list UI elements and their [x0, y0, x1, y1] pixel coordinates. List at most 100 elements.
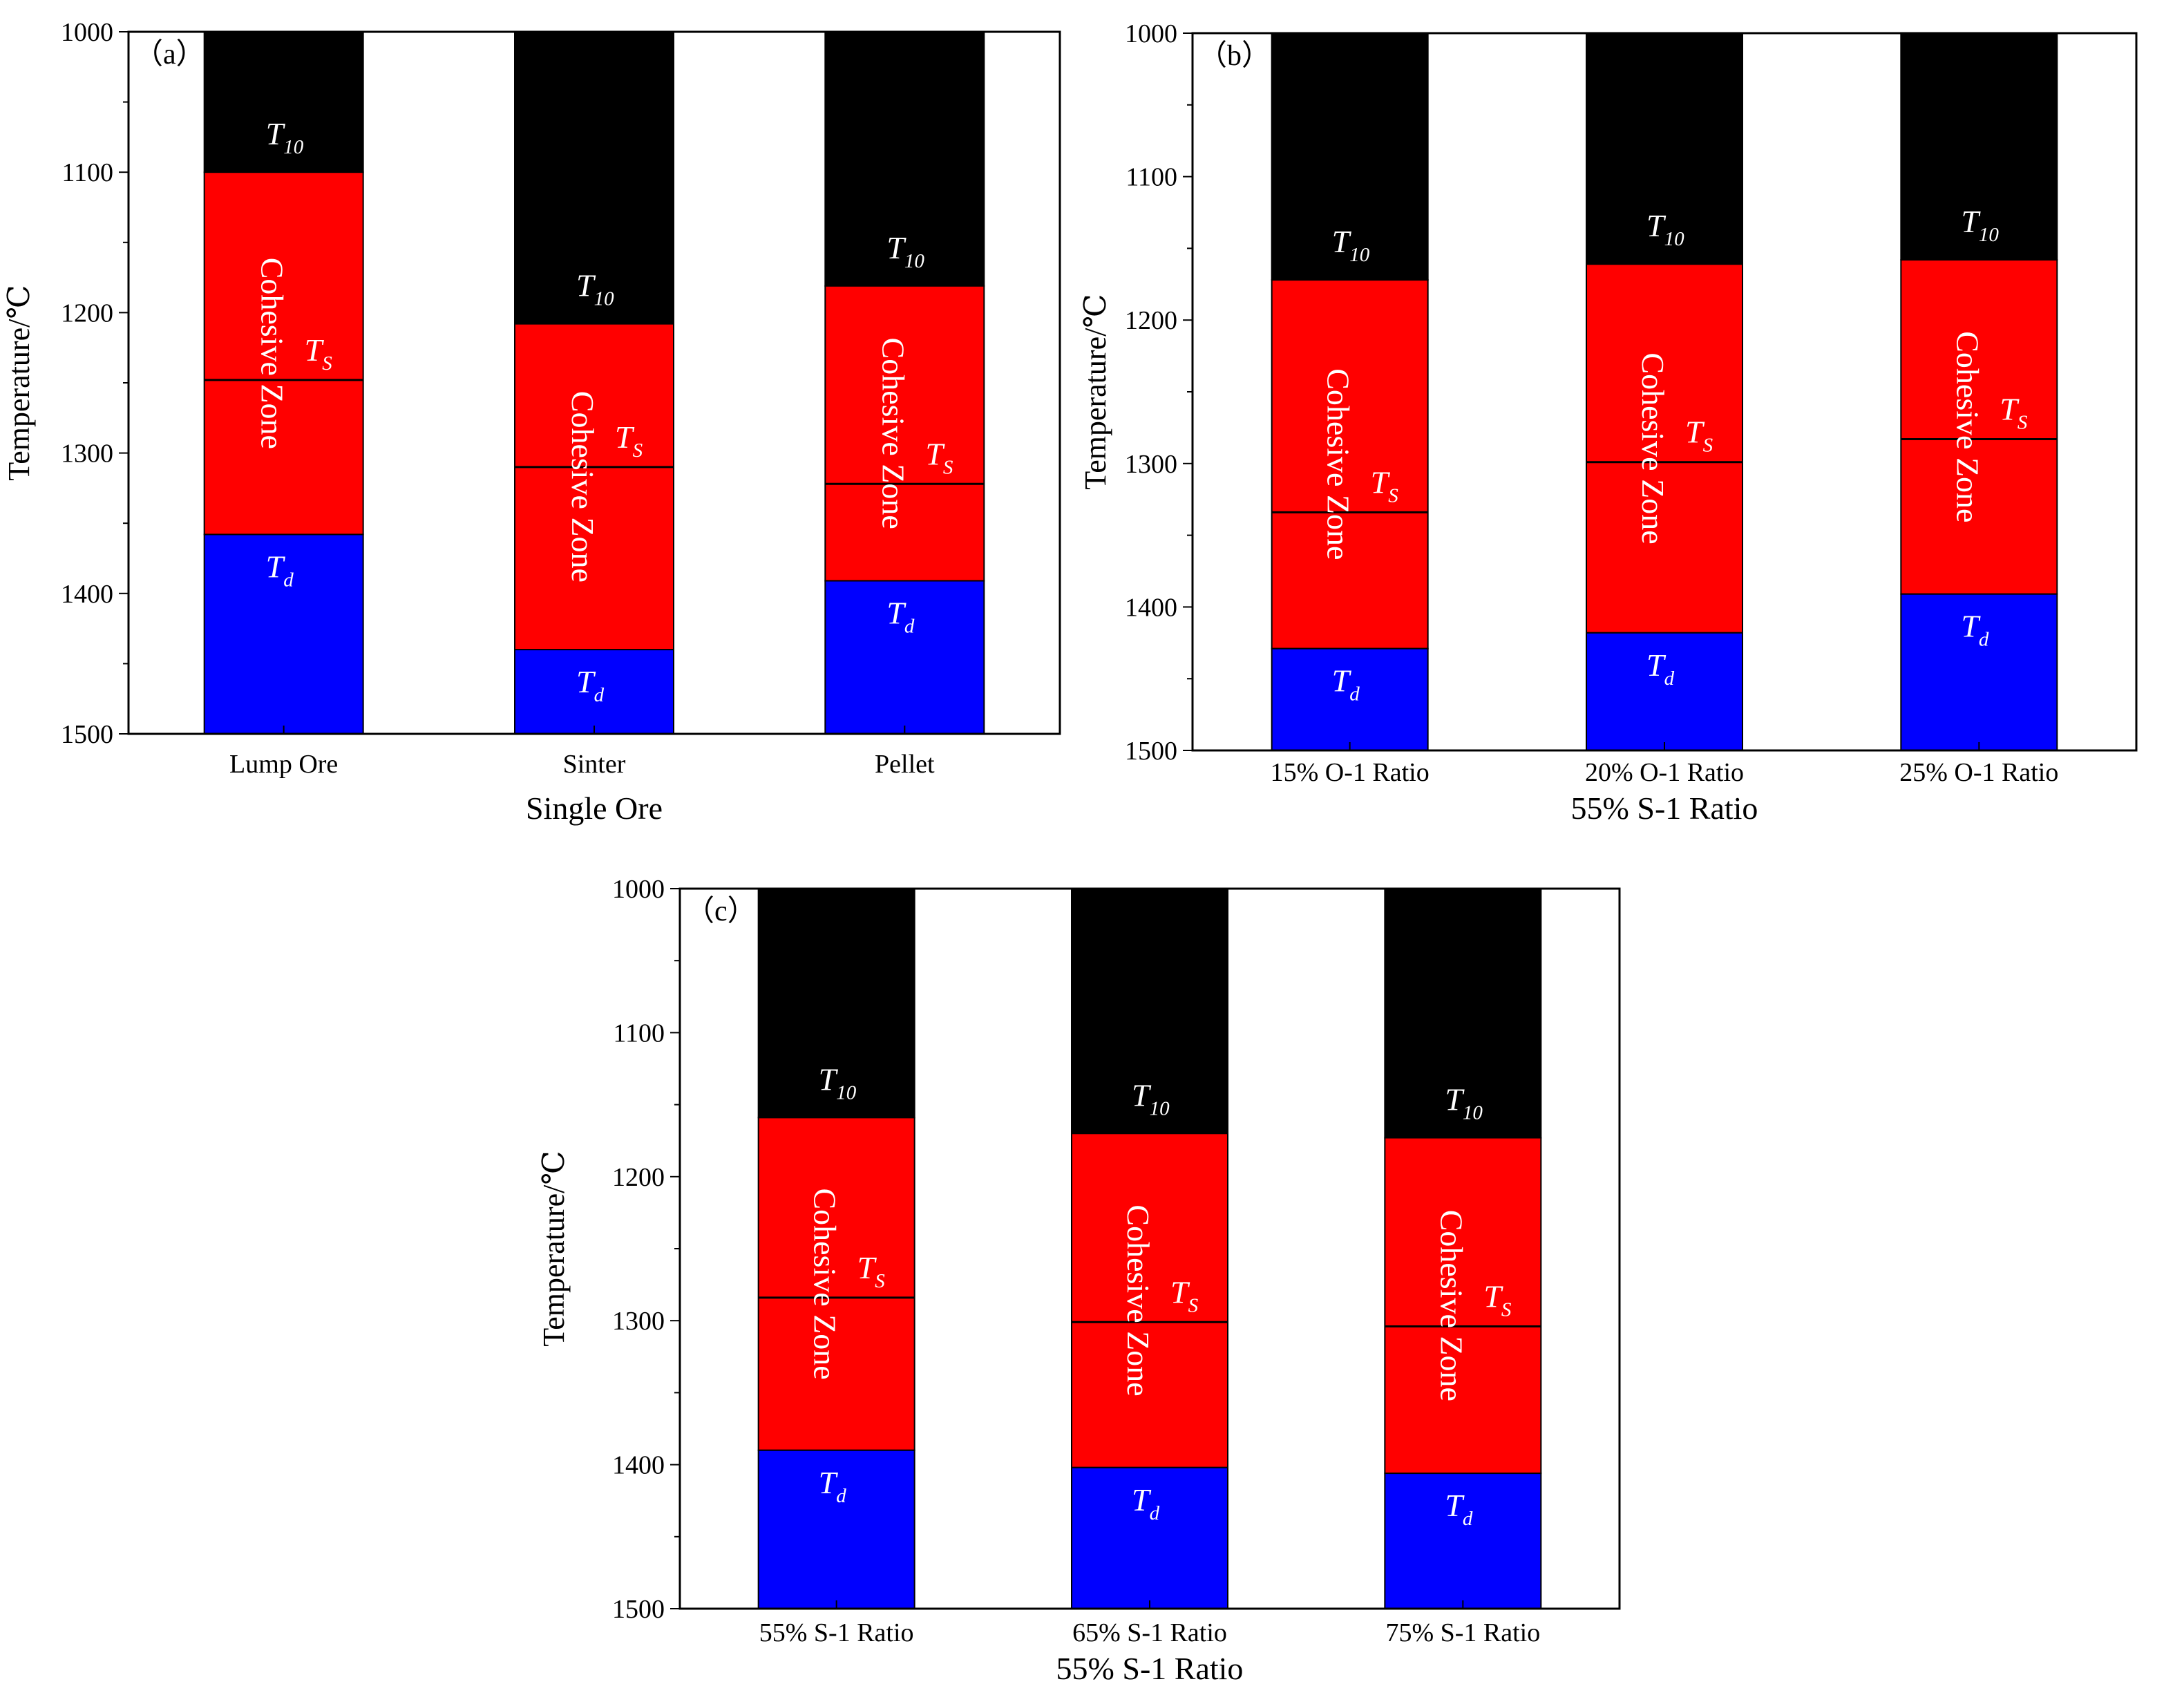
bar-segment-cohesive-zone — [757, 1117, 915, 1451]
cohesive-zone-label: Cohesive Zone — [875, 338, 911, 529]
td-label: Td — [1646, 647, 1675, 690]
bar-segment-below-td — [514, 649, 674, 735]
bar-group-1: T10 TS Td Cohesive Zone — [1271, 32, 1429, 751]
y-tick-label: 1100 — [1126, 163, 1177, 192]
y-axis-label: Temperature/℃ — [2, 285, 36, 480]
bar-segment-above-t10 — [1586, 32, 1743, 265]
bar-segment-cohesive-zone — [1384, 1137, 1542, 1475]
y-tick-label: 1000 — [612, 875, 665, 904]
bar-segment-below-td — [1384, 1473, 1542, 1609]
bar-group-2: T10 TS Td Cohesive Zone — [1586, 32, 1743, 751]
bar-segment-below-td — [1900, 593, 2058, 751]
td-label: Td — [886, 596, 915, 638]
bar-group-1: T10 TS Td Cohesive Zone — [757, 888, 915, 1610]
bar-segment-above-t10 — [1384, 888, 1542, 1139]
t10-label: T10 — [886, 230, 924, 272]
ts-label: TS — [2000, 392, 2028, 434]
bar-segment-below-td — [1586, 632, 1743, 751]
td-label: Td — [1332, 663, 1360, 706]
cohesive-zone-label: Cohesive Zone — [1321, 368, 1356, 560]
bar-segment-cohesive-zone — [1271, 279, 1429, 650]
bar-segment-cohesive-zone — [1900, 259, 2058, 595]
bar-group-2: T10 TS Td Cohesive Zone — [514, 31, 674, 735]
cohesive-zone-label: Cohesive Zone — [255, 258, 290, 449]
t10-label: T10 — [1445, 1082, 1483, 1124]
t10-label: T10 — [1961, 204, 1999, 246]
y-tick-label: 1100 — [613, 1019, 665, 1048]
y-tick-label: 1200 — [61, 299, 113, 328]
x-tick-label: 20% O-1 Ratio — [1585, 758, 1744, 787]
panel-label: （c） — [685, 896, 757, 927]
x-tick-label: 75% S-1 Ratio — [1385, 1618, 1540, 1647]
bar-segment-below-td — [1271, 647, 1429, 751]
y-tick-label: 1100 — [61, 158, 113, 187]
ts-label: TS — [925, 436, 953, 478]
y-tick-label: 1000 — [61, 18, 113, 47]
y-tick-label: 1200 — [1125, 306, 1177, 335]
t10-label: T10 — [576, 268, 614, 310]
td-label: Td — [1961, 609, 1989, 651]
ts-label: TS — [1371, 464, 1399, 507]
x-tick-label: Sinter — [563, 750, 626, 779]
x-tick-label: 15% O-1 Ratio — [1271, 758, 1430, 787]
td-label: Td — [576, 664, 605, 706]
bar-group-2: T10 TS Td Cohesive Zone — [1071, 888, 1228, 1610]
bar-segment-below-td — [824, 580, 985, 735]
td-label: Td — [1132, 1482, 1160, 1524]
y-tick-label: 1300 — [61, 439, 113, 469]
x-axis-label: 55% S-1 Ratio — [1571, 791, 1758, 826]
td-label: Td — [1445, 1488, 1473, 1530]
x-axis-label: Single Ore — [526, 791, 663, 826]
t10-label: T10 — [1132, 1077, 1170, 1119]
cohesive-zone-label: Cohesive Zone — [565, 391, 600, 583]
x-tick-label: 55% S-1 Ratio — [759, 1618, 914, 1647]
cohesive-zone-label: Cohesive Zone — [1950, 331, 1985, 522]
x-axis-label: 55% S-1 Ratio — [1056, 1651, 1244, 1684]
cohesive-zone-label: Cohesive Zone — [1635, 352, 1671, 544]
td-label: Td — [819, 1465, 847, 1507]
bar-segment-cohesive-zone — [203, 171, 364, 536]
chart-panel-c: T10 TS Td Cohesive Zone 55% S-1 Ratio T10 TS Td… — [537, 875, 1621, 1684]
bar-segment-above-t10 — [203, 31, 364, 173]
x-tick-label: Lump Ore — [229, 750, 338, 779]
ts-label: TS — [857, 1250, 886, 1292]
chart-panel-a: T10 TS Td Cohesive Zone Lump Ore T10 TS Td Cohes… — [2, 18, 1061, 826]
y-axis-label: Temperature/℃ — [537, 1151, 571, 1346]
bar-segment-above-t10 — [1271, 32, 1429, 281]
bar-segment-above-t10 — [824, 31, 985, 287]
ts-label: TS — [305, 332, 333, 375]
bar-group-3: T10 TS Td Cohesive Zone — [1384, 888, 1542, 1609]
bar-segment-cohesive-zone — [514, 323, 674, 651]
x-tick-label: 25% O-1 Ratio — [1899, 758, 2058, 787]
bar-segment-below-td — [757, 1449, 915, 1610]
x-tick-label: Pellet — [875, 750, 935, 779]
t10-label: T10 — [266, 116, 304, 158]
cohesive-zone-label: Cohesive Zone — [808, 1188, 843, 1379]
bar-segment-cohesive-zone — [1071, 1133, 1228, 1468]
bar-group-3: T10 TS Td Cohesive Zone — [1900, 32, 2058, 751]
panel-label: （b） — [1198, 40, 1271, 72]
td-label: Td — [266, 549, 294, 591]
t10-label: T10 — [819, 1061, 857, 1104]
cohesive-zone-label: Cohesive Zone — [1434, 1210, 1469, 1401]
y-tick-label: 1500 — [612, 1595, 665, 1624]
ts-label: TS — [615, 419, 643, 462]
y-axis-label: Temperature/℃ — [1079, 294, 1112, 489]
t10-label: T10 — [1332, 224, 1370, 266]
bar-segment-above-t10 — [757, 888, 915, 1119]
bar-segment-cohesive-zone — [824, 285, 985, 582]
y-tick-label: 1500 — [61, 720, 113, 749]
y-tick-label: 1000 — [1125, 19, 1177, 48]
x-tick-label: 65% S-1 Ratio — [1072, 1618, 1227, 1647]
bar-group-1: T10 TS Td Cohesive Zone — [203, 31, 364, 735]
bar-segment-below-td — [1071, 1466, 1228, 1610]
y-tick-label: 1300 — [1125, 450, 1177, 479]
y-tick-label: 1400 — [612, 1451, 665, 1480]
ts-label: TS — [1685, 415, 1713, 457]
t10-label: T10 — [1646, 208, 1684, 250]
cohesive-zone-label: Cohesive Zone — [1121, 1204, 1156, 1396]
y-tick-label: 1300 — [612, 1307, 665, 1336]
y-tick-label: 1400 — [61, 580, 113, 609]
chart-panel-b: T10 TS Td Cohesive Zone 15% O-1 Ratio T10 TS Td… — [1079, 19, 2138, 826]
